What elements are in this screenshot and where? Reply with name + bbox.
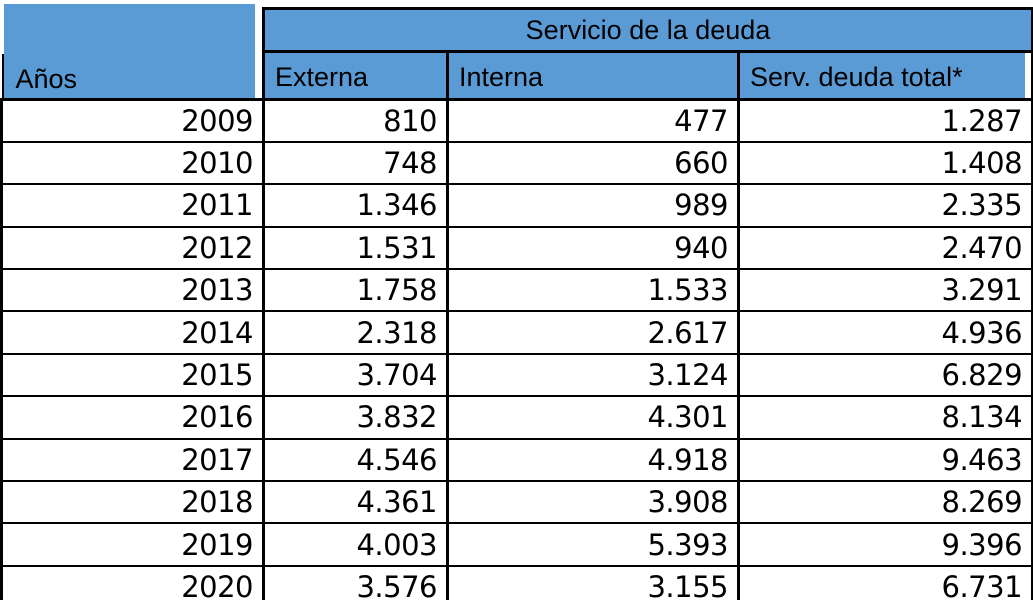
cell-interna: 1.533 [446,268,740,313]
cell-year: 2011 [0,183,265,228]
table-row: 2011 1.346 989 2.335 [0,183,1033,228]
cell-interna: 3.155 [446,564,740,600]
years-header-fill: Años [3,3,255,98]
cell-total: 1.408 [736,140,1033,186]
cell-interna: 3.124 [446,352,740,398]
cell-externa: 3.832 [262,395,449,440]
cell-externa: 1.758 [262,268,449,313]
cell-year: 2013 [0,268,265,313]
header-cell-total: Serv. deuda total* [736,50,1033,101]
table-row: 2020 3.576 3.155 6.731 [0,564,1033,600]
cell-year: 2012 [0,225,265,271]
cell-year: 2014 [0,310,265,355]
cell-year: 2019 [0,522,265,567]
cell-year: 2010 [0,140,265,186]
cell-total: 9.463 [736,437,1033,483]
cell-externa: 4.003 [262,522,449,567]
cell-externa: 1.346 [262,183,449,228]
table-header: Años Servicio de la deuda Externa Intern… [1,3,1033,101]
cell-year: 2017 [0,437,265,483]
table-title: Servicio de la deuda [261,7,1033,53]
table-row: 2017 4.546 4.918 9.463 [0,437,1033,483]
cell-year: 2015 [0,352,265,398]
table-row: 2009 810 477 1.287 [0,98,1033,143]
cell-interna: 660 [446,140,740,186]
cell-externa: 2.318 [262,310,449,355]
cell-year: 2018 [0,480,265,525]
table-row: 2015 3.704 3.124 6.829 [0,352,1033,398]
table-row: 2013 1.758 1.533 3.291 [0,268,1033,313]
table-row: 2012 1.531 940 2.470 [0,225,1033,271]
header-cell-externa: Externa [262,50,449,101]
table-row: 2014 2.318 2.617 4.936 [0,310,1033,355]
years-header-label: Años [15,64,78,94]
cell-year: 2016 [0,395,265,440]
header-cell-years: Años [1,3,265,101]
cell-externa: 810 [262,98,449,143]
table-row: 2016 3.832 4.301 8.134 [0,395,1033,440]
cell-total: 6.731 [736,564,1033,600]
cell-total: 4.936 [736,310,1033,355]
cell-total: 3.291 [736,268,1033,313]
debt-service-table: Años Servicio de la deuda Externa Intern… [0,3,1033,600]
cell-total: 2.470 [736,225,1033,271]
table-row: 2010 748 660 1.408 [0,140,1033,186]
cell-interna: 477 [446,98,740,143]
partial-left-border [1,54,5,98]
cell-total: 1.287 [736,98,1033,143]
table-row: 2018 4.361 3.908 8.269 [0,480,1033,525]
cell-interna: 3.908 [446,480,740,525]
cell-total: 6.829 [736,352,1033,398]
cell-externa: 1.531 [262,225,449,271]
cell-year: 2009 [0,98,265,143]
cell-interna: 4.918 [446,437,740,483]
cell-externa: 748 [262,140,449,186]
cell-externa: 4.546 [262,437,449,483]
table-body: 2009 810 477 1.287 2010 748 660 1.408 20… [0,98,1033,600]
cell-total: 2.335 [736,183,1033,228]
cell-interna: 989 [446,183,740,228]
cell-total: 8.134 [736,395,1033,440]
cell-interna: 940 [446,225,740,271]
cell-externa: 3.576 [262,564,449,600]
header-cell-interna: Interna [446,50,740,101]
header-row-columns: Externa Interna Serv. deuda total* [2,50,1033,101]
cell-total: 9.396 [736,522,1033,567]
table-row: 2019 4.003 5.393 9.396 [0,522,1033,567]
cell-interna: 5.393 [446,522,740,567]
cell-year: 2020 [0,564,265,600]
cell-externa: 4.361 [262,480,449,525]
cell-externa: 3.704 [262,352,449,398]
cell-total: 8.269 [736,480,1033,525]
cell-interna: 4.301 [446,395,740,440]
header-row-group: Años Servicio de la deuda [1,3,1033,101]
cell-interna: 2.617 [446,310,740,355]
